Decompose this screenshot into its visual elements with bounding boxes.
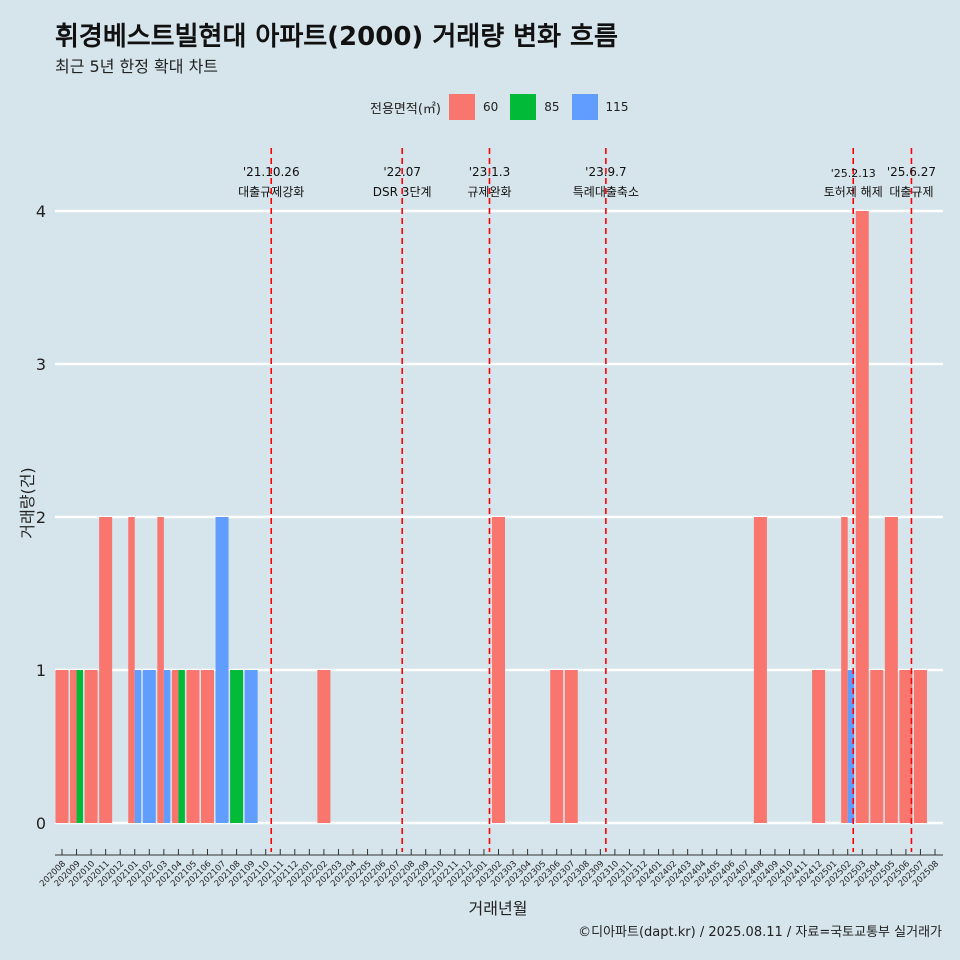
bar-202104-85 <box>178 670 185 823</box>
y-tick-label: 2 <box>36 508 46 527</box>
bar-202010-60 <box>84 670 98 823</box>
legend-label-115: 115 <box>605 100 629 114</box>
bar-202011-60 <box>99 517 113 823</box>
event-date-202502: '25.2.13 <box>831 167 876 180</box>
bar-202104-60 <box>171 670 179 823</box>
bar-202505-60 <box>884 517 898 823</box>
chart-subtitle: 최근 5년 한정 확대 차트 <box>55 57 219 76</box>
bar-202504-60 <box>870 670 884 823</box>
bar-202105-60 <box>186 670 200 823</box>
event-label-202207: DSR 3단계 <box>373 185 432 199</box>
chart-title: 휘경베스트빌현대 아파트(2000) 거래량 변화 흐름 <box>55 22 618 52</box>
y-tick-label: 3 <box>36 355 46 374</box>
bar-202106-60 <box>201 670 214 823</box>
legend: 전용면적(㎡) 60 85 115 <box>370 94 640 120</box>
legend-key-85 <box>510 94 537 120</box>
event-date-202110: '21.10.26 <box>243 165 300 179</box>
bar-202101-115 <box>134 670 142 823</box>
bar-202502-60 <box>841 517 848 823</box>
event-label-202309: 특례대출축소 <box>573 185 639 199</box>
bar-202107-115 <box>215 517 229 823</box>
bar-202307-60 <box>564 670 578 823</box>
bar-202503-60 <box>855 211 869 823</box>
bar-202502-115 <box>847 670 855 823</box>
bar-202103-115 <box>163 670 171 823</box>
bar-202109-115 <box>244 670 258 823</box>
y-tick-label: 1 <box>36 661 46 680</box>
bar-202102-115 <box>142 670 156 823</box>
bar-202302-60 <box>492 517 505 823</box>
event-date-202207: '22.07 <box>383 165 421 179</box>
bar-202412-60 <box>812 670 826 823</box>
bar-202507-60 <box>913 670 927 823</box>
bar-202009-85 <box>76 670 84 823</box>
legend-key-60 <box>448 94 475 120</box>
legend-title: 전용면적(㎡) <box>370 101 441 117</box>
bar-202103-60 <box>157 517 164 823</box>
bar-202306-60 <box>550 670 564 823</box>
event-label-202506: 대출규제 <box>889 185 933 199</box>
y-tick-label: 4 <box>36 202 46 221</box>
event-label-202301: 규제완화 <box>467 185 511 199</box>
legend-label-60: 60 <box>482 100 499 114</box>
caption: ©디아파트(dapt.kr) / 2025.08.11 / 자료=국토교통부 실… <box>578 925 942 940</box>
x-axis-title: 거래년월 <box>469 899 528 918</box>
bar-202108-85 <box>230 670 244 823</box>
event-label-202502: 토허제 해제 <box>824 185 883 199</box>
bar-202008-60 <box>55 670 69 823</box>
bar-202202-60 <box>317 670 331 823</box>
legend-item-115: 115 <box>571 94 629 120</box>
legend-key-115 <box>571 94 598 120</box>
y-tick-label: 0 <box>36 814 46 833</box>
event-date-202309: '23.9.7 <box>585 165 626 179</box>
legend-label-85: 85 <box>544 100 560 114</box>
bar-202101-60 <box>128 517 135 823</box>
bar-202009-60 <box>70 670 77 823</box>
bar-202408-60 <box>753 517 767 823</box>
legend-item-85: 85 <box>510 94 560 120</box>
event-date-202506: '25.6.27 <box>887 165 936 179</box>
event-label-202110: 대출규제강화 <box>238 185 304 199</box>
event-date-202301: '23.1.3 <box>469 165 510 179</box>
y-axis-title: 거래량(건) <box>18 467 37 538</box>
bar-202506-60 <box>899 670 913 823</box>
legend-item-60: 60 <box>448 94 499 120</box>
